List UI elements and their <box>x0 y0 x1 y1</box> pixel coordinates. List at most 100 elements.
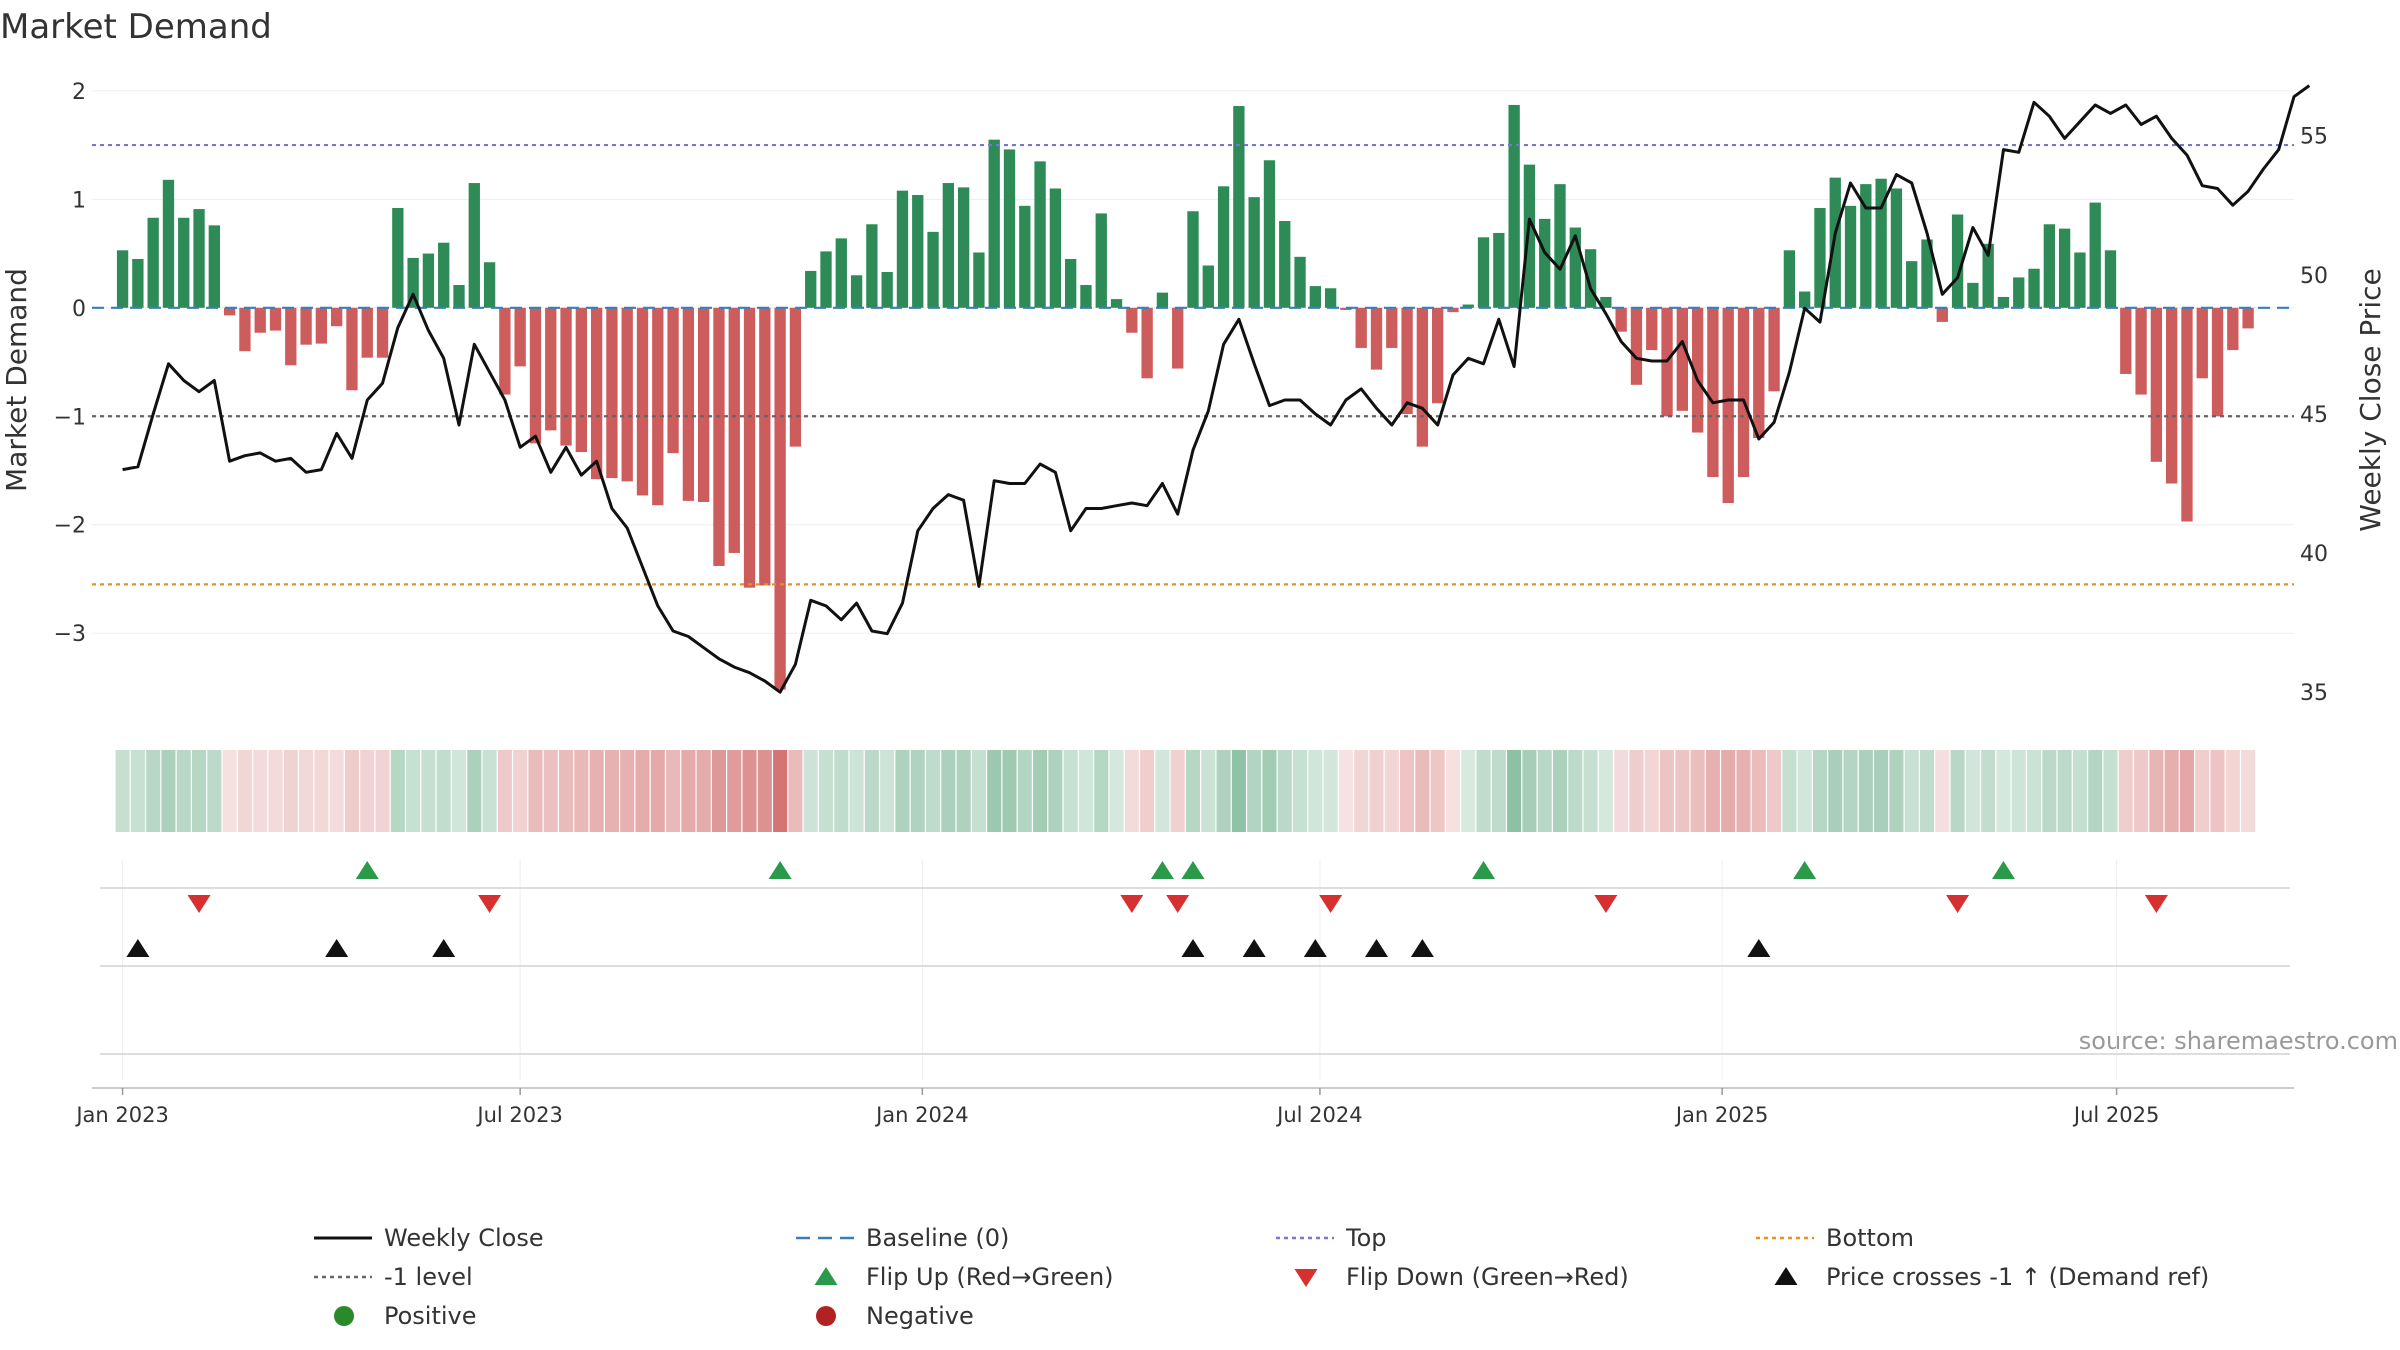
heat-cell <box>360 750 375 832</box>
heat-cell <box>1828 750 1843 832</box>
heat-cell <box>1583 750 1598 832</box>
demand-bar <box>1936 307 1948 322</box>
legend-item: Baseline (0) <box>796 1224 1009 1252</box>
flip-down-marker <box>1319 895 1343 913</box>
y-right-tick-label: 55 <box>2300 125 2328 150</box>
heat-cell <box>1522 750 1537 832</box>
heat-cell <box>1568 750 1583 832</box>
demand-bar <box>2043 224 2055 308</box>
legend-label: Negative <box>866 1302 974 1330</box>
demand-bar <box>1233 106 1245 308</box>
flip-up-marker <box>1150 861 1174 879</box>
demand-bar <box>1569 227 1581 308</box>
flip-down-marker <box>187 895 211 913</box>
demand-bar <box>2058 228 2071 308</box>
heat-cell <box>696 750 711 832</box>
demand-bar <box>1615 307 1627 332</box>
demand-bar <box>1906 261 1918 308</box>
y-left-tick-label: 1 <box>72 188 86 213</box>
heat-cell <box>1247 750 1262 832</box>
flip-down-marker <box>478 895 502 913</box>
heat-cell <box>1216 750 1231 832</box>
heat-cell <box>1736 750 1751 832</box>
heat-cell <box>1124 750 1139 832</box>
heat-cell <box>283 750 298 832</box>
flip-down-marker <box>2144 895 2168 913</box>
demand-bar <box>269 307 282 331</box>
demand-bar <box>973 252 985 308</box>
demand-bar <box>621 307 633 482</box>
legend-item: Top <box>1276 1224 1387 1252</box>
demand-bar <box>1753 307 1765 438</box>
x-tick-label: Jul 2025 <box>2072 1103 2159 1127</box>
demand-bar <box>850 275 863 308</box>
heat-cell <box>1002 750 1017 832</box>
heat-cell <box>2088 750 2103 832</box>
demand-bar <box>1646 307 1658 351</box>
legend-item: -1 level <box>314 1263 473 1291</box>
demand-bar <box>606 307 618 479</box>
heat-cell <box>1155 750 1170 832</box>
x-tick-label: Jan 2023 <box>74 1103 169 1127</box>
legend-label: Flip Down (Green→Red) <box>1346 1263 1629 1291</box>
heat-cell <box>1384 750 1399 832</box>
demand-bar <box>2013 277 2025 308</box>
y-axis-left-title: Market Demand <box>0 268 33 492</box>
demand-bar <box>1477 237 1490 308</box>
heat-cell <box>528 750 543 832</box>
heat-cell <box>1078 750 1094 832</box>
demand-bar <box>2089 202 2101 308</box>
heat-cell <box>757 750 772 832</box>
y-left-tick-label: 0 <box>72 297 86 322</box>
y-left-tick-label: −2 <box>54 514 86 539</box>
heat-cell <box>406 750 421 832</box>
heat-cell <box>1552 750 1568 832</box>
demand-bar <box>1600 296 1612 308</box>
demand-bar <box>667 307 679 454</box>
demand-bars <box>116 104 2254 690</box>
heat-cell <box>987 750 1002 832</box>
heat-cell <box>1904 750 1919 832</box>
demand-bar <box>1676 307 1688 411</box>
legend-item: Negative <box>816 1302 974 1330</box>
demand-bar <box>1814 208 1826 308</box>
demand-bar <box>1691 307 1704 433</box>
heat-cell <box>1231 750 1246 832</box>
legend-item: Price crosses -1 ↑ (Demand ref) <box>1774 1263 2209 1291</box>
legend-item: Flip Up (Red→Green) <box>814 1263 1114 1291</box>
heat-cell <box>1017 750 1032 832</box>
heat-cell <box>2179 750 2195 832</box>
price-cross-marker <box>325 939 349 957</box>
demand-bar <box>1921 239 1933 308</box>
heat-cell <box>191 750 207 832</box>
demand-bar <box>1355 307 1367 348</box>
demand-bar <box>2120 307 2132 374</box>
demand-bar <box>1340 307 1352 310</box>
heat-cell <box>925 750 941 832</box>
demand-bar <box>315 307 328 344</box>
demand-bar <box>1401 307 1413 415</box>
demand-bar <box>223 307 236 316</box>
heat-cell <box>436 750 451 832</box>
legend-symbol-positive <box>334 1306 354 1326</box>
demand-bar <box>239 307 251 352</box>
demand-bar <box>1172 307 1184 369</box>
heat-cell <box>2195 750 2210 832</box>
heat-cell <box>1445 750 1461 832</box>
heat-cell <box>711 750 727 832</box>
demand-bar <box>1630 307 1643 385</box>
heat-cell <box>1476 750 1491 832</box>
heat-cell <box>2072 750 2087 832</box>
y-right-tick-label: 45 <box>2300 403 2328 428</box>
demand-bar <box>774 307 786 690</box>
x-tick-label: Jan 2025 <box>1674 1103 1769 1127</box>
legend-symbol-price-cross <box>1774 1267 1798 1285</box>
demand-bar <box>1508 104 1520 308</box>
heat-cell <box>237 750 252 832</box>
demand-bar <box>896 190 909 308</box>
demand-bar <box>1432 307 1444 404</box>
demand-bar <box>254 307 266 333</box>
legend-label: Baseline (0) <box>866 1224 1009 1252</box>
demand-bar <box>2166 307 2178 484</box>
heat-cell <box>1094 750 1109 832</box>
